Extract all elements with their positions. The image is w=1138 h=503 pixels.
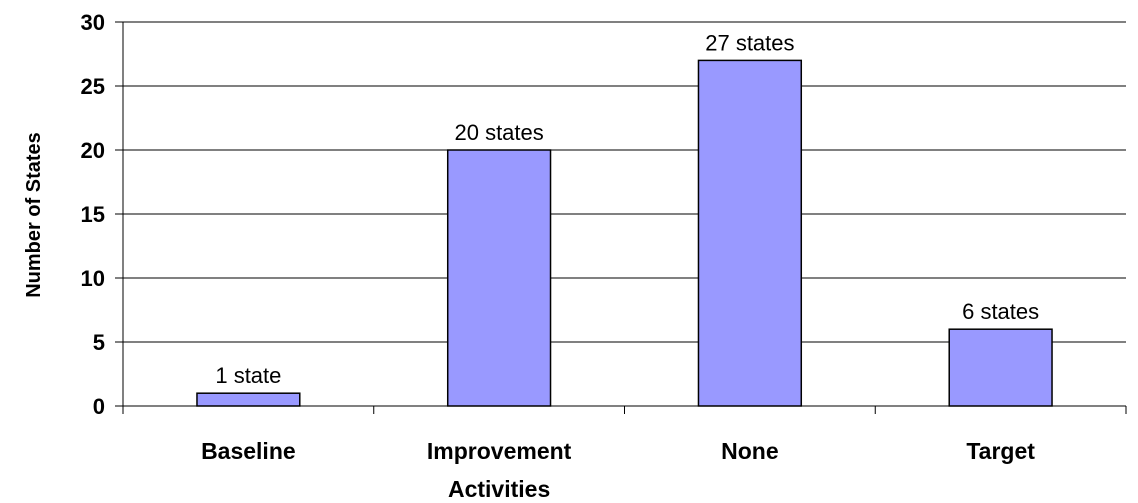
y-tick-label: 0 [93, 394, 105, 419]
y-axis-label: Number of States [23, 132, 45, 298]
x-tick-labels: Baseline Improvement Activities None Target [201, 438, 1035, 502]
y-tick-label: 15 [81, 202, 105, 227]
data-label: 6 states [962, 299, 1039, 324]
bar [446, 149, 552, 407]
bars [196, 59, 1053, 407]
y-tick-label: 30 [81, 10, 105, 35]
data-label: 27 states [705, 30, 794, 55]
x-tick-label: Baseline [201, 438, 296, 464]
x-tick-label: Improvement [427, 438, 572, 464]
bar [948, 328, 1053, 407]
y-tick-label: 20 [81, 138, 105, 163]
gridlines [123, 21, 1126, 343]
y-tick-label: 5 [93, 330, 105, 355]
data-label: 1 state [215, 363, 281, 388]
bar [196, 392, 301, 407]
x-tick-label: Target [966, 438, 1035, 464]
data-labels: 1 state 20 states 27 states 6 states [215, 30, 1039, 388]
x-tick-label: Activities [448, 476, 550, 502]
data-label: 20 states [454, 120, 543, 145]
bar [697, 59, 803, 407]
y-tick-labels: 0 5 10 15 20 25 30 [81, 10, 105, 419]
x-tick-label: None [721, 438, 779, 464]
axes [115, 21, 1127, 414]
y-tick-label: 10 [81, 266, 105, 291]
y-tick-label: 25 [81, 74, 105, 99]
